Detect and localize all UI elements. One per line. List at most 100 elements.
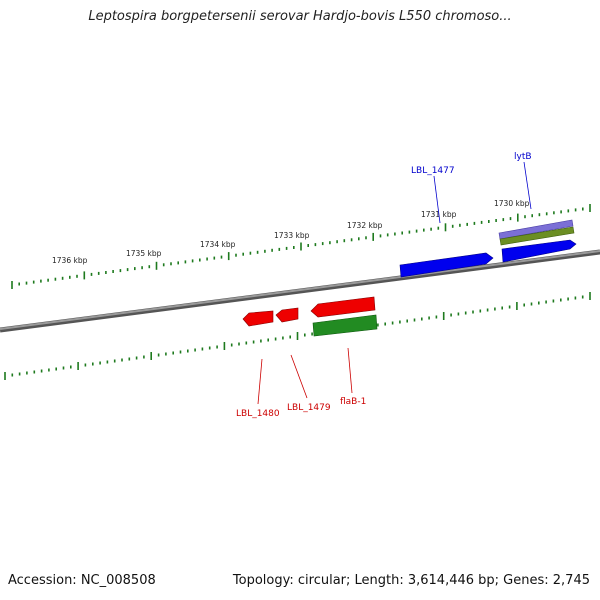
lower-minor-tick [486,308,489,312]
upper-minor-tick [90,272,93,276]
lower-major-tick [223,342,226,350]
lower-minor-tick [84,363,87,367]
lower-minor-tick [157,353,160,357]
label-lbl-1479[interactable]: LBL_1479 [287,403,331,413]
lower-minor-tick [494,307,496,311]
lower-major-tick [4,372,6,380]
lower-minor-tick [457,312,460,316]
upper-minor-tick [256,250,259,254]
lower-minor-tick [179,350,182,354]
gene-lytb-arrow[interactable] [501,239,577,263]
upper-minor-tick [134,267,136,271]
gene-labels: LBL_1477 lytB LBL_1480 LBL_1479 flaB-1 [236,152,532,419]
upper-minor-tick [336,240,338,244]
lower-minor-tick [501,306,503,310]
upper-minor-tick [293,246,295,249]
upper-minor-tick [285,246,288,250]
cds-lytb-bar-2[interactable] [499,226,575,246]
lower-minor-tick [187,349,189,353]
upper-major-tick [372,232,374,241]
upper-minor-tick [220,255,223,259]
gene-lbl-1480-arrow[interactable] [242,310,274,327]
upper-major-tick [444,223,447,232]
upper-minor-tick [69,275,71,279]
upper-minor-tick [126,268,129,272]
upper-minor-tick [466,222,468,226]
lower-minor-tick [26,371,28,375]
lower-minor-tick [560,298,562,302]
lower-minor-tick [201,347,204,351]
lower-tick-track [4,292,591,380]
upper-minor-tick [61,276,64,280]
leader-lytb [523,161,532,210]
lower-minor-tick [421,317,423,321]
upper-minor-tick [264,249,266,253]
gene-flab-1-arrow[interactable] [310,296,376,318]
upper-minor-tick [502,218,505,222]
upper-minor-tick [170,262,172,266]
tick-label-1733: 1733 kbp [274,231,310,240]
upper-minor-tick [401,231,403,235]
lower-minor-tick [92,362,94,366]
lower-minor-tick [245,341,248,345]
upper-minor-tick [582,207,584,211]
upper-minor-tick [423,228,425,232]
lower-minor-tick [62,366,65,370]
lower-minor-tick [282,336,284,340]
upper-major-tick [83,271,86,280]
upper-tick-track [11,204,591,289]
lower-minor-tick [230,343,233,347]
lower-minor-tick [435,315,438,319]
upper-minor-tick [358,237,360,241]
map-title: Leptospira borgpetersenii serovar Hardjo… [88,9,512,24]
upper-minor-tick [509,217,512,221]
lower-major-tick [516,302,518,310]
lower-minor-tick [274,337,277,341]
cds-flab-1-bar[interactable] [312,314,378,337]
gene-lbl-1477-arrow[interactable] [399,252,494,278]
lower-minor-tick [406,319,408,323]
upper-minor-tick [162,263,165,267]
lower-minor-tick [40,369,43,373]
lower-minor-tick [33,370,36,374]
upper-minor-tick [105,271,107,274]
tick-label-1736: 1736 kbp [52,256,88,265]
upper-minor-tick [54,277,57,281]
leader-flab-1 [347,347,353,394]
upper-minor-tick [177,261,179,265]
label-lbl-1477[interactable]: LBL_1477 [411,166,455,176]
upper-minor-tick [47,278,49,282]
tick-label-1734: 1734 kbp [200,240,236,249]
label-flab-1[interactable]: flaB-1 [340,397,366,407]
lower-minor-tick [538,301,540,305]
upper-minor-tick [531,214,533,218]
lower-minor-tick [135,356,138,360]
upper-minor-tick [249,251,252,255]
label-lytb[interactable]: lytB [514,152,532,162]
gene-lbl-1479-arrow[interactable] [275,307,299,323]
upper-minor-tick [141,266,143,270]
upper-minor-tick [560,210,562,214]
cds-lytb-bar[interactable] [498,219,574,240]
lower-minor-tick [472,310,474,314]
upper-minor-tick [394,232,396,236]
accession-text: Accession: NC_008508 [8,573,156,588]
lower-minor-tick [574,296,577,300]
lower-minor-tick [113,359,116,363]
upper-minor-tick [473,221,476,225]
lower-minor-tick [208,346,211,350]
lower-minor-tick [99,361,101,365]
upper-minor-tick [488,220,490,223]
upper-minor-tick [480,220,483,224]
upper-minor-tick [437,226,440,230]
lower-minor-tick [252,340,255,344]
lower-minor-tick [289,335,291,339]
scale-labels: 1736 kbp 1735 kbp 1734 kbp 1733 kbp 1732… [52,199,530,265]
upper-minor-tick [97,271,100,275]
upper-minor-tick [18,282,20,286]
upper-major-tick [155,261,158,270]
tick-label-1730: 1730 kbp [494,199,530,208]
lower-minor-tick [216,345,218,349]
label-lbl-1480[interactable]: LBL_1480 [236,409,280,419]
lower-minor-tick [18,372,21,376]
